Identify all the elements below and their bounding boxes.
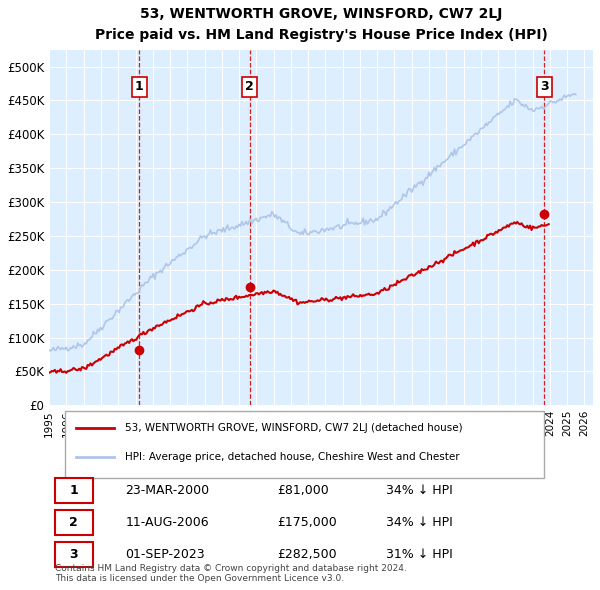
Text: 1: 1 xyxy=(69,484,78,497)
Text: 01-SEP-2023: 01-SEP-2023 xyxy=(125,548,205,561)
Text: HPI: Average price, detached house, Cheshire West and Chester: HPI: Average price, detached house, Ches… xyxy=(125,452,460,462)
FancyBboxPatch shape xyxy=(55,478,92,503)
Text: 23-MAR-2000: 23-MAR-2000 xyxy=(125,484,209,497)
Text: Contains HM Land Registry data © Crown copyright and database right 2024.
This d: Contains HM Land Registry data © Crown c… xyxy=(55,563,406,583)
FancyBboxPatch shape xyxy=(55,542,92,567)
FancyBboxPatch shape xyxy=(55,510,92,535)
Text: 53, WENTWORTH GROVE, WINSFORD, CW7 2LJ (detached house): 53, WENTWORTH GROVE, WINSFORD, CW7 2LJ (… xyxy=(125,424,463,434)
Text: 3: 3 xyxy=(540,80,548,93)
Title: 53, WENTWORTH GROVE, WINSFORD, CW7 2LJ
Price paid vs. HM Land Registry's House P: 53, WENTWORTH GROVE, WINSFORD, CW7 2LJ P… xyxy=(95,7,548,41)
Text: £175,000: £175,000 xyxy=(278,516,337,529)
Text: £81,000: £81,000 xyxy=(278,484,329,497)
Text: 34% ↓ HPI: 34% ↓ HPI xyxy=(386,484,453,497)
Text: 1: 1 xyxy=(135,80,143,93)
Text: 2: 2 xyxy=(245,80,254,93)
Text: £282,500: £282,500 xyxy=(278,548,337,561)
FancyBboxPatch shape xyxy=(65,411,544,478)
Text: 34% ↓ HPI: 34% ↓ HPI xyxy=(386,516,453,529)
Text: 3: 3 xyxy=(70,548,78,561)
Text: 2: 2 xyxy=(69,516,78,529)
Text: 31% ↓ HPI: 31% ↓ HPI xyxy=(386,548,453,561)
Text: 11-AUG-2006: 11-AUG-2006 xyxy=(125,516,209,529)
